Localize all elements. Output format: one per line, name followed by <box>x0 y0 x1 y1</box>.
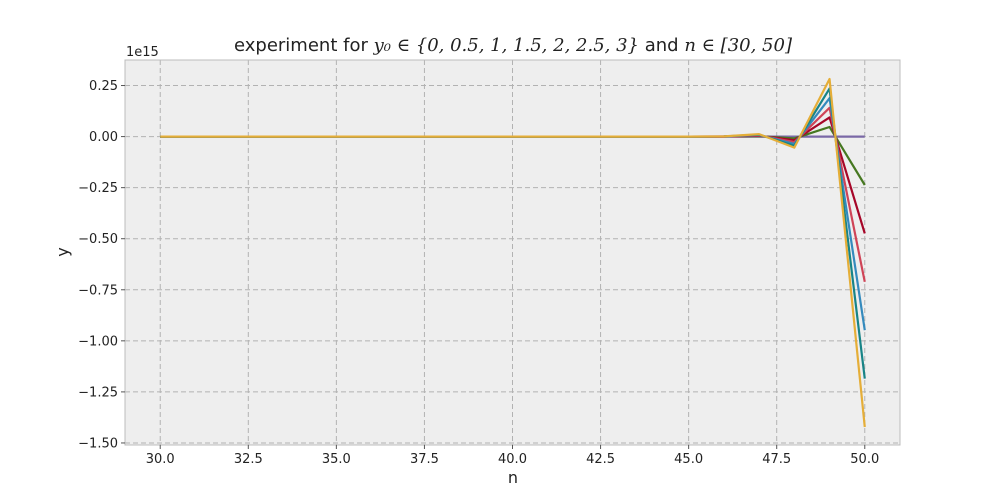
chart-title-math-n: n ∈ [30, 50] <box>684 35 793 56</box>
x-tick-label: 42.5 <box>586 452 615 467</box>
x-tick-label: 50.0 <box>850 452 879 467</box>
y-tick-label: −1.25 <box>78 385 118 400</box>
x-tick-label: 37.5 <box>410 452 439 467</box>
series-line-6 <box>160 77 866 428</box>
y-tick-label: −1.00 <box>78 334 118 349</box>
y-axis-label: y <box>53 247 72 256</box>
x-tick-label: 47.5 <box>762 452 791 467</box>
chart-title-math-y0: y₀ ∈ {0, 0.5, 1, 1.5, 2, 2.5, 3} <box>373 35 639 56</box>
chart-title-middle: and <box>639 35 684 56</box>
y-offset-label: 1e15 <box>126 45 159 60</box>
chart-title: experiment for y₀ ∈ {0, 0.5, 1, 1.5, 2, … <box>234 35 793 56</box>
x-axis-label: n <box>508 468 518 487</box>
y-tick-label: −0.50 <box>78 232 118 247</box>
y-tick-label: −0.25 <box>78 181 118 196</box>
y-tick-label: 0.00 <box>89 130 118 145</box>
x-tick-label: 35.0 <box>322 452 351 467</box>
x-tick-label: 32.5 <box>234 452 263 467</box>
y-tick-label: −1.50 <box>78 436 118 451</box>
x-tick-label: 40.0 <box>498 452 527 467</box>
x-tick-label: 45.0 <box>674 452 703 467</box>
y-tick-label: −0.75 <box>78 283 118 298</box>
chart-title-prefix: experiment for <box>234 35 374 56</box>
x-tick-label: 30.0 <box>146 452 175 467</box>
y-tick-label: 0.25 <box>89 79 118 94</box>
